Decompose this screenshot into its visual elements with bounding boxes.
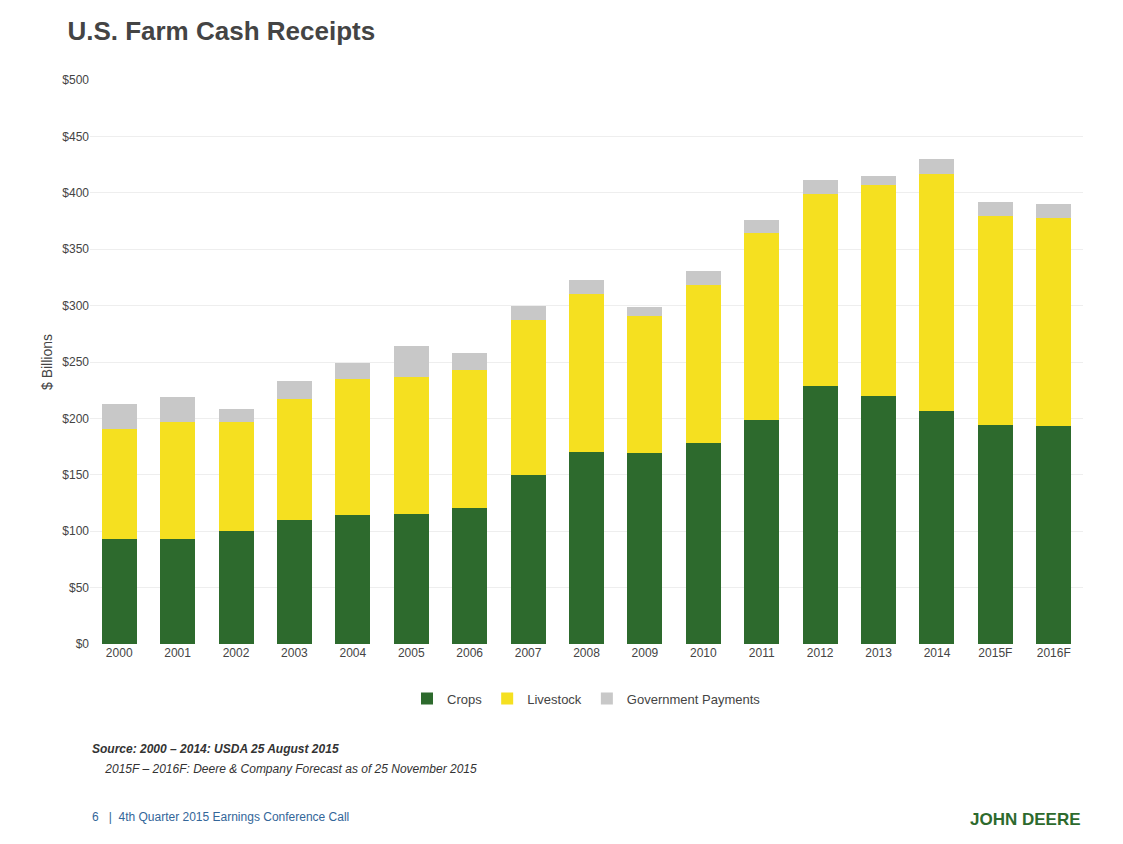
- svg-text:2011: 2011: [749, 646, 775, 660]
- svg-text:$200: $200: [62, 412, 89, 426]
- svg-text:$150: $150: [62, 468, 89, 482]
- svg-text:2000: 2000: [106, 646, 133, 660]
- svg-text:$350: $350: [62, 242, 89, 256]
- svg-text:2016F: 2016F: [1037, 646, 1071, 660]
- svg-text:2003: 2003: [281, 646, 308, 660]
- svg-text:JOHN DEERE: JOHN DEERE: [970, 810, 1081, 829]
- svg-text:2009: 2009: [632, 646, 659, 660]
- svg-text:2015F – 2016F: Deere & Company: 2015F – 2016F: Deere & Company Forecast …: [92, 762, 477, 776]
- svg-text:$300: $300: [62, 299, 89, 313]
- svg-text:Crops: Crops: [447, 692, 482, 707]
- svg-text:2005: 2005: [398, 646, 425, 660]
- svg-text:2006: 2006: [456, 646, 483, 660]
- svg-text:2014: 2014: [924, 646, 951, 660]
- svg-text:2004: 2004: [339, 646, 366, 660]
- svg-text:$ Billions: $ Billions: [39, 334, 55, 390]
- svg-text:2007: 2007: [515, 646, 542, 660]
- svg-text:2002: 2002: [223, 646, 250, 660]
- svg-text:$450: $450: [62, 130, 89, 144]
- svg-text:$100: $100: [62, 524, 89, 538]
- svg-text:U.S. Farm Cash Receipts: U.S. Farm Cash Receipts: [67, 16, 375, 46]
- svg-text:2013: 2013: [865, 646, 892, 660]
- svg-text:2010: 2010: [690, 646, 717, 660]
- svg-text:2008: 2008: [573, 646, 600, 660]
- svg-text:$500: $500: [62, 73, 89, 87]
- svg-text:$400: $400: [62, 186, 89, 200]
- svg-text:2012: 2012: [807, 646, 834, 660]
- svg-text:2015F: 2015F: [978, 646, 1012, 660]
- svg-text:$50: $50: [69, 581, 89, 595]
- svg-text:$250: $250: [62, 355, 89, 369]
- svg-text:$0: $0: [76, 637, 90, 651]
- svg-text:Government Payments: Government Payments: [627, 692, 760, 707]
- svg-text:2001: 2001: [164, 646, 191, 660]
- svg-text:Source: 2000 – 2014: USDA 25 A: Source: 2000 – 2014: USDA 25 August 2015: [92, 742, 339, 756]
- svg-text:Livestock: Livestock: [527, 692, 582, 707]
- svg-text:6 | 4th Quarter 2015 Earnin: 6 | 4th Quarter 2015 Earnings Conference…: [92, 810, 349, 824]
